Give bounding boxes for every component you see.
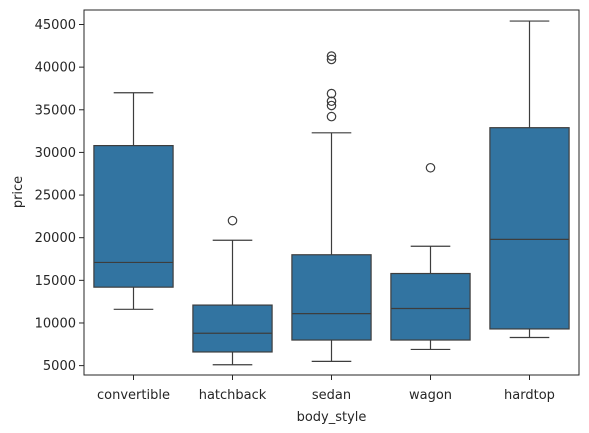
outlier-point <box>227 215 238 226</box>
box-sedan <box>291 51 372 362</box>
x-tick-label: sedan <box>312 388 351 403</box>
iqr-box <box>489 127 570 330</box>
y-tick-label: 45000 <box>35 18 76 33</box>
box-wagon <box>390 162 471 351</box>
y-tick-label: 5000 <box>43 359 76 374</box>
outlier-point <box>326 96 337 107</box>
x-tick-label: convertible <box>97 388 170 403</box>
outlier-point <box>326 100 337 111</box>
outlier-point <box>326 88 337 99</box>
iqr-box <box>291 254 372 341</box>
x-tick-label: hatchback <box>199 388 267 403</box>
iqr-box <box>192 304 273 353</box>
outlier-point <box>326 111 337 122</box>
y-tick-label: 20000 <box>35 231 76 246</box>
box-convertible <box>93 92 174 310</box>
outlier-point <box>425 162 436 173</box>
box-hardtop <box>489 20 570 339</box>
y-tick-label: 25000 <box>35 189 76 204</box>
y-tick-label: 35000 <box>35 103 76 118</box>
x-axis: convertible hatchback sedan wagon hardtop <box>97 375 555 403</box>
y-tick-label: 15000 <box>35 274 76 289</box>
y-tick-label: 40000 <box>35 61 76 76</box>
y-axis-label: price <box>11 176 26 208</box>
iqr-box <box>93 144 174 288</box>
iqr-box <box>390 272 471 341</box>
outlier-point <box>326 51 337 61</box>
x-tick-label: wagon <box>409 388 452 403</box>
x-tick-label: hardtop <box>504 388 555 403</box>
y-tick-label: 30000 <box>35 146 76 161</box>
y-tick-label: 10000 <box>35 316 76 331</box>
y-axis: 5000 10000 15000 20000 25000 30000 35000 40000 4… <box>35 18 84 374</box>
outlier-point <box>326 54 337 65</box>
boxes-layer <box>93 20 570 366</box>
box-hatchback <box>192 215 273 366</box>
x-axis-label: body_style <box>297 410 367 425</box>
